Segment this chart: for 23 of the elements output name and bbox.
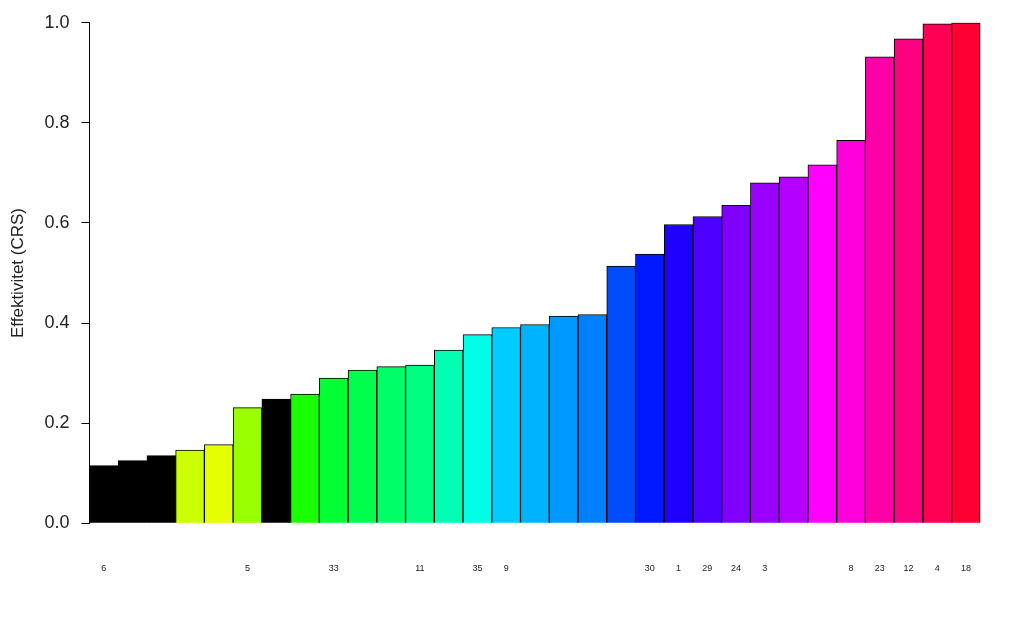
- y-tick-label: 0.4: [44, 312, 70, 333]
- x-tick-label: 4: [934, 563, 940, 574]
- x-tick-label: 23: [874, 563, 885, 574]
- x-tick-label: 9: [503, 563, 509, 574]
- x-tick-label: 24: [731, 563, 742, 574]
- y-tick-label: 0.8: [44, 111, 70, 132]
- x-tick-label: 33: [328, 563, 339, 574]
- y-tick-label: 0.2: [44, 412, 70, 433]
- x-tick-label: 29: [702, 563, 713, 574]
- x-tick-label: 30: [644, 563, 655, 574]
- x-tick-label: 1: [676, 563, 682, 574]
- x-tick-label: 35: [472, 563, 483, 574]
- x-tick-label: 11: [415, 563, 425, 574]
- y-tick-label: 0.6: [44, 211, 70, 232]
- y-axis-title: Effektivitet (CRS): [7, 207, 27, 339]
- x-tick-label: 5: [244, 563, 250, 574]
- x-tick-label: 18: [960, 563, 971, 574]
- x-tick-label: 6: [101, 563, 107, 574]
- x-tick-label: 12: [903, 563, 914, 574]
- y-tick-label: 1.0: [44, 11, 70, 32]
- y-tick-label: 0.0: [44, 512, 70, 533]
- x-tick-label: 8: [848, 563, 854, 574]
- x-tick-label: 3: [762, 563, 768, 574]
